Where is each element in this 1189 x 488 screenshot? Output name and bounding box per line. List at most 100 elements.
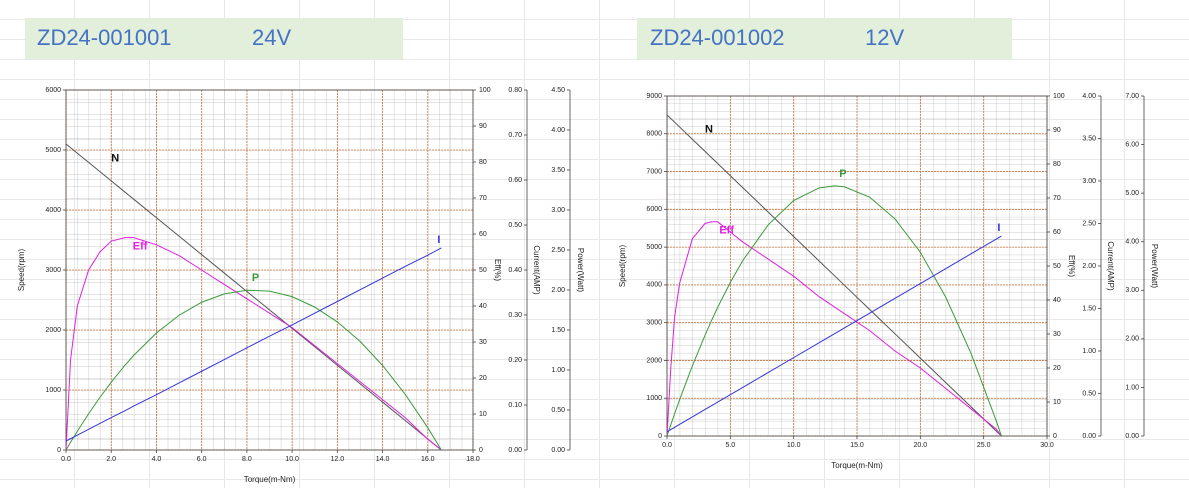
x-tick-label: 16.0 [421, 456, 435, 463]
y2-tick-label: 30 [1053, 331, 1061, 338]
y3-tick-label: 0.30 [508, 312, 522, 319]
y-tick-label: 2000 [45, 327, 61, 334]
x-tick-label: 5.0 [725, 442, 735, 449]
y3-axis-title: Current(AMP) [532, 245, 541, 295]
y-tick-label: 5000 [646, 244, 662, 251]
x-tick-label: 25.0 [977, 442, 991, 449]
curve-label: I [437, 234, 440, 246]
x-axis-title: Torque(m-Nm) [244, 475, 296, 484]
y4-tick-label: 0.50 [551, 407, 565, 414]
y2-tick-label: 0 [1053, 433, 1057, 440]
y2-axis-title: Eff(%) [1067, 255, 1076, 277]
y2-tick-label: 10 [1053, 399, 1061, 406]
y3-tick-label: 2.00 [1082, 263, 1096, 270]
y2-tick-label: 60 [479, 231, 487, 238]
y3-tick-label: 0.00 [1082, 433, 1096, 440]
y-tick-label: 6000 [45, 87, 61, 94]
y3-tick-label: 0.00 [508, 447, 522, 454]
x-tick-label: 15.0 [850, 442, 864, 449]
y-tick-label: 4000 [45, 207, 61, 214]
curve-label: P [839, 168, 846, 180]
y4-tick-label: 1.50 [551, 327, 565, 334]
series-line [65, 289, 442, 451]
y4-tick-label: 4.00 [551, 127, 565, 134]
y3-tick-label: 1.00 [1082, 348, 1096, 355]
curve-label: N [111, 153, 119, 165]
model-title: ZD24-001001 [37, 25, 172, 50]
y4-tick-label: 2.50 [551, 247, 565, 254]
y3-tick-label: 0.40 [508, 267, 522, 274]
header-box [25, 18, 403, 59]
y3-tick-label: 0.50 [508, 222, 522, 229]
series-line [666, 221, 1002, 437]
y-tick-label: 0 [57, 447, 61, 454]
y2-tick-label: 40 [1053, 297, 1061, 304]
y4-axis-title: Power(Watt) [1150, 244, 1159, 288]
series-line [666, 235, 1002, 433]
y2-tick-label: 90 [1053, 127, 1061, 134]
y3-tick-label: 4.00 [1082, 93, 1096, 100]
y3-tick-label: 2.50 [1082, 220, 1096, 227]
x-tick-label: 8.0 [242, 456, 252, 463]
y4-tick-label: 4.50 [551, 87, 565, 94]
series-line [666, 114, 1002, 437]
y3-tick-label: 0.10 [508, 402, 522, 409]
x-tick-label: 0.0 [61, 456, 71, 463]
x-tick-label: 12.0 [331, 456, 345, 463]
y4-tick-label: 2.00 [551, 287, 565, 294]
y2-tick-label: 70 [1053, 195, 1061, 202]
x-tick-label: 2.0 [106, 456, 116, 463]
y2-tick-label: 80 [479, 159, 487, 166]
series-line [65, 237, 442, 451]
y2-tick-label: 80 [1053, 161, 1061, 168]
y2-tick-label: 100 [1053, 93, 1065, 100]
voltage-label: 24V [252, 25, 291, 50]
x-tick-label: 10.0 [285, 456, 299, 463]
y2-axis-title: Eff(%) [493, 259, 502, 281]
y3-tick-label: 0.20 [508, 357, 522, 364]
y2-tick-label: 0 [479, 447, 483, 454]
y3-tick-label: 0.80 [508, 87, 522, 94]
y2-tick-label: 90 [479, 123, 487, 130]
y3-axis-title: Current(AMP) [1106, 241, 1115, 291]
y4-tick-label: 3.50 [551, 167, 565, 174]
y-tick-label: 1000 [646, 395, 662, 402]
series-line [666, 185, 1002, 437]
y2-tick-label: 50 [1053, 263, 1061, 270]
y2-tick-label: 50 [479, 267, 487, 274]
y4-tick-label: 1.00 [1125, 384, 1139, 391]
y-tick-label: 9000 [646, 93, 662, 100]
y-axis-title: Speed(rpm) [17, 249, 26, 292]
y2-tick-label: 20 [479, 375, 487, 382]
y-tick-label: 7000 [646, 168, 662, 175]
y-axis-title: Speed(rpm) [618, 245, 627, 288]
y2-tick-label: 10 [479, 411, 487, 418]
y-tick-label: 4000 [646, 282, 662, 289]
y-tick-label: 8000 [646, 131, 662, 138]
x-tick-label: 14.0 [376, 456, 390, 463]
model-title: ZD24-001002 [650, 25, 785, 50]
curve-label: P [252, 272, 259, 284]
y-tick-label: 5000 [45, 147, 61, 154]
y3-tick-label: 3.00 [1082, 178, 1096, 185]
y-tick-label: 0 [658, 433, 662, 440]
x-tick-label: 18.0 [466, 456, 480, 463]
curve-label: Eff [133, 241, 148, 253]
curve-label: N [705, 123, 713, 135]
y-tick-label: 1000 [45, 387, 61, 394]
y4-tick-label: 0.00 [551, 447, 565, 454]
x-tick-label: 20.0 [914, 442, 928, 449]
y-tick-label: 2000 [646, 357, 662, 364]
series-line [65, 247, 442, 442]
y4-tick-label: 1.00 [551, 367, 565, 374]
y2-tick-label: 40 [479, 303, 487, 310]
voltage-label: 12V [865, 25, 904, 50]
y2-tick-label: 70 [479, 195, 487, 202]
y2-tick-label: 30 [479, 339, 487, 346]
header-box [637, 18, 1012, 59]
y4-axis-title: Power(Watt) [576, 248, 585, 292]
series-line [65, 143, 442, 451]
y2-tick-label: 20 [1053, 365, 1061, 372]
y4-tick-label: 3.00 [1125, 287, 1139, 294]
